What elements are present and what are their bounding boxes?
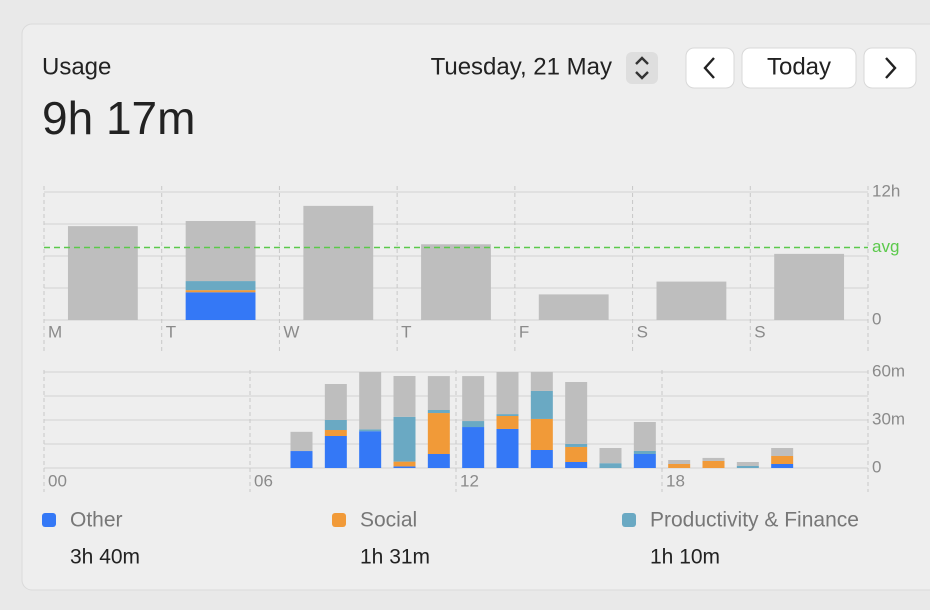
bar-segment [185,221,256,282]
bar-segment [565,443,588,447]
bar-segment [530,418,553,450]
legend-swatch [622,513,636,527]
bar-segment [324,430,347,436]
bar-segment [702,460,725,468]
bar-segment [427,410,450,414]
bar-segment [599,463,622,468]
x-tick-label: F [519,322,529,341]
bar-segment [668,460,691,464]
bar-segment [462,427,485,468]
date-label[interactable]: Tuesday, 21 May [431,53,612,80]
bar-segment [774,253,845,320]
bar-segment [185,281,256,291]
bar-segment [496,372,519,415]
bar-segment [599,448,622,464]
x-tick-label: 06 [254,471,273,490]
bar-segment [530,450,553,468]
bar-segment [565,446,588,462]
x-tick-label: T [401,322,411,341]
x-tick-label: S [637,322,648,341]
x-tick-label: M [48,322,62,341]
bar-segment [359,431,382,468]
x-tick-label: 12 [460,471,479,490]
y-tick-label: 30m [872,409,905,428]
legend-swatch [332,513,346,527]
bar-segment [324,436,347,468]
bar-segment [530,371,553,391]
bar-segment [771,464,794,468]
bar-segment [496,416,519,429]
bar-segment [427,454,450,468]
x-tick-label: T [166,322,176,341]
bar-segment [421,244,491,320]
bar-segment [393,466,416,468]
bar-segment [538,294,609,320]
bar-segment [633,422,656,451]
bar-segment [736,466,759,468]
today-label[interactable]: Today [767,53,831,80]
legend-total: 1h 10m [650,546,720,569]
bar-segment [771,448,794,456]
bar-segment [185,292,256,320]
y-tick-label: 12h [872,181,900,200]
bar-segment [656,281,727,320]
prev-button[interactable] [685,47,735,89]
bar-segment [771,456,794,464]
bar-segment [633,450,656,454]
bar-segment [736,462,759,466]
bar-segment [462,376,485,422]
bar-segment [67,226,138,320]
legend-name: Productivity & Finance [650,509,859,532]
bar-segment [565,382,588,444]
bar-segment [324,420,347,430]
bar-segment [668,464,691,468]
avg-label: avg [872,237,899,256]
bar-segment [496,414,519,416]
bar-segment [324,384,347,420]
y-tick-label: 0 [872,309,881,328]
usage-title: Usage [42,53,111,80]
bar-segment [462,421,485,428]
legend-total: 3h 40m [70,546,140,569]
date-stepper[interactable] [626,52,658,84]
bar-segment [359,372,382,430]
x-tick-label: W [283,322,299,341]
bar-segment [290,451,313,468]
today-button[interactable]: Today [741,47,857,89]
bar-segment [303,205,374,320]
bar-segment [530,390,553,419]
bar-segment [393,416,416,462]
bar-segment [427,413,450,454]
bar-segment [393,461,416,467]
bar-segment [393,376,416,417]
bar-segment [359,429,382,432]
bar-segment [565,462,588,468]
legend-name: Other [70,509,123,532]
x-tick-label: S [754,322,765,341]
next-button[interactable] [863,47,917,89]
usage-total: 9h 17m [42,92,195,144]
x-tick-label: 18 [666,471,685,490]
bar-segment [633,454,656,468]
legend-total: 1h 31m [360,546,430,569]
y-tick-label: 0 [872,457,881,476]
legend-name: Social [360,509,417,532]
y-tick-label: 60m [872,361,905,380]
bar-segment [290,431,313,452]
bar-segment [427,376,450,410]
bar-segment [185,290,256,293]
legend-swatch [42,513,56,527]
x-tick-label: 00 [48,471,67,490]
bar-segment [702,457,725,461]
bar-segment [496,428,519,468]
